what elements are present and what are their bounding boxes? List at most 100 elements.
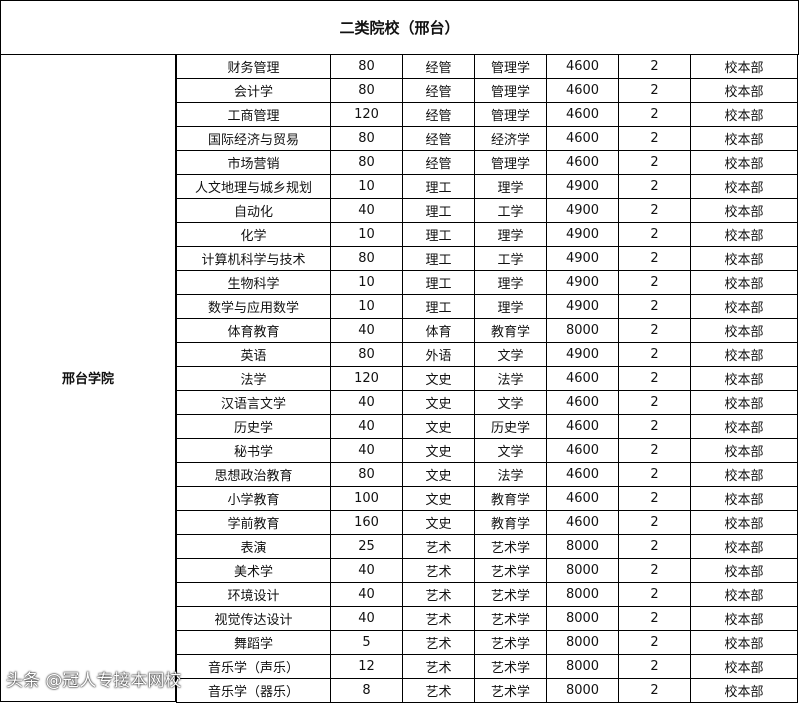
tuition-cell: 8000 (546, 582, 619, 607)
table-row: 自动化 40 理工 工学 4900 2 校本部 (176, 198, 798, 223)
tuition-cell: 4600 (546, 102, 619, 127)
category-cell: 文史 (402, 414, 475, 439)
tuition-cell: 4600 (546, 462, 619, 487)
category-cell: 文史 (402, 510, 475, 535)
years-cell: 2 (618, 414, 691, 439)
table-row: 视觉传达设计 40 艺术 艺术学 8000 2 校本部 (176, 606, 798, 631)
category-cell: 艺术 (402, 534, 475, 559)
table-row: 思想政治教育 80 文史 法学 4600 2 校本部 (176, 462, 798, 487)
discipline-cell: 艺术学 (474, 630, 547, 655)
discipline-cell: 管理学 (474, 102, 547, 127)
category-cell: 理工 (402, 222, 475, 247)
quota-cell: 10 (330, 294, 403, 319)
major-cell: 国际经济与贸易 (176, 126, 331, 151)
campus-cell: 校本部 (690, 654, 798, 679)
category-cell: 经管 (402, 78, 475, 103)
campus-cell: 校本部 (690, 246, 798, 271)
discipline-cell: 历史学 (474, 414, 547, 439)
table-title: 二类院校（邢台） (0, 0, 799, 55)
years-cell: 2 (618, 198, 691, 223)
tuition-cell: 8000 (546, 534, 619, 559)
tuition-cell: 4600 (546, 510, 619, 535)
campus-cell: 校本部 (690, 198, 798, 223)
table-row: 法学 120 文史 法学 4600 2 校本部 (176, 366, 798, 391)
campus-cell: 校本部 (690, 78, 798, 103)
quota-cell: 80 (330, 78, 403, 103)
years-cell: 2 (618, 462, 691, 487)
years-cell: 2 (618, 174, 691, 199)
category-cell: 艺术 (402, 558, 475, 583)
years-cell: 2 (618, 510, 691, 535)
campus-cell: 校本部 (690, 54, 798, 79)
major-cell: 自动化 (176, 198, 331, 223)
majors-table: 财务管理 80 经管 管理学 4600 2 校本部 会计学 80 经管 管理学 4600 2 校本部 工商管… (176, 54, 798, 703)
discipline-cell: 法学 (474, 462, 547, 487)
years-cell: 2 (618, 342, 691, 367)
major-cell: 化学 (176, 222, 331, 247)
discipline-cell: 理学 (474, 174, 547, 199)
category-cell: 理工 (402, 174, 475, 199)
table-row: 音乐学（器乐） 8 艺术 艺术学 8000 2 校本部 (176, 678, 798, 703)
discipline-cell: 理学 (474, 222, 547, 247)
quota-cell: 40 (330, 390, 403, 415)
campus-cell: 校本部 (690, 270, 798, 295)
campus-cell: 校本部 (690, 462, 798, 487)
campus-cell: 校本部 (690, 534, 798, 559)
discipline-cell: 工学 (474, 198, 547, 223)
table-row: 英语 80 外语 文学 4900 2 校本部 (176, 342, 798, 367)
campus-cell: 校本部 (690, 414, 798, 439)
years-cell: 2 (618, 558, 691, 583)
years-cell: 2 (618, 270, 691, 295)
category-cell: 文史 (402, 366, 475, 391)
discipline-cell: 教育学 (474, 318, 547, 343)
major-cell: 生物科学 (176, 270, 331, 295)
category-cell: 文史 (402, 438, 475, 463)
tuition-cell: 4600 (546, 126, 619, 151)
category-cell: 经管 (402, 102, 475, 127)
quota-cell: 80 (330, 462, 403, 487)
category-cell: 艺术 (402, 678, 475, 703)
campus-cell: 校本部 (690, 678, 798, 703)
tuition-cell: 8000 (546, 606, 619, 631)
major-cell: 学前教育 (176, 510, 331, 535)
campus-cell: 校本部 (690, 150, 798, 175)
table-row: 生物科学 10 理工 理学 4900 2 校本部 (176, 270, 798, 295)
years-cell: 2 (618, 654, 691, 679)
tuition-cell: 4600 (546, 438, 619, 463)
tuition-cell: 4600 (546, 150, 619, 175)
category-cell: 理工 (402, 246, 475, 271)
major-cell: 思想政治教育 (176, 462, 331, 487)
campus-cell: 校本部 (690, 222, 798, 247)
table-row: 国际经济与贸易 80 经管 经济学 4600 2 校本部 (176, 126, 798, 151)
category-cell: 理工 (402, 198, 475, 223)
table-row: 汉语言文学 40 文史 文学 4600 2 校本部 (176, 390, 798, 415)
tuition-cell: 8000 (546, 630, 619, 655)
years-cell: 2 (618, 78, 691, 103)
discipline-cell: 法学 (474, 366, 547, 391)
quota-cell: 5 (330, 630, 403, 655)
major-cell: 秘书学 (176, 438, 331, 463)
major-cell: 美术学 (176, 558, 331, 583)
tuition-cell: 4900 (546, 294, 619, 319)
major-cell: 英语 (176, 342, 331, 367)
table-row: 美术学 40 艺术 艺术学 8000 2 校本部 (176, 558, 798, 583)
years-cell: 2 (618, 318, 691, 343)
quota-cell: 40 (330, 606, 403, 631)
major-cell: 市场营销 (176, 150, 331, 175)
quota-cell: 10 (330, 174, 403, 199)
years-cell: 2 (618, 630, 691, 655)
quota-cell: 8 (330, 678, 403, 703)
quota-cell: 80 (330, 246, 403, 271)
discipline-cell: 文学 (474, 342, 547, 367)
major-cell: 舞蹈学 (176, 630, 331, 655)
quota-cell: 40 (330, 414, 403, 439)
campus-cell: 校本部 (690, 510, 798, 535)
category-cell: 艺术 (402, 582, 475, 607)
quota-cell: 40 (330, 318, 403, 343)
table-row: 计算机科学与技术 80 理工 工学 4900 2 校本部 (176, 246, 798, 271)
discipline-cell: 理学 (474, 270, 547, 295)
years-cell: 2 (618, 246, 691, 271)
discipline-cell: 艺术学 (474, 606, 547, 631)
table-row: 会计学 80 经管 管理学 4600 2 校本部 (176, 78, 798, 103)
table-row: 历史学 40 文史 历史学 4600 2 校本部 (176, 414, 798, 439)
